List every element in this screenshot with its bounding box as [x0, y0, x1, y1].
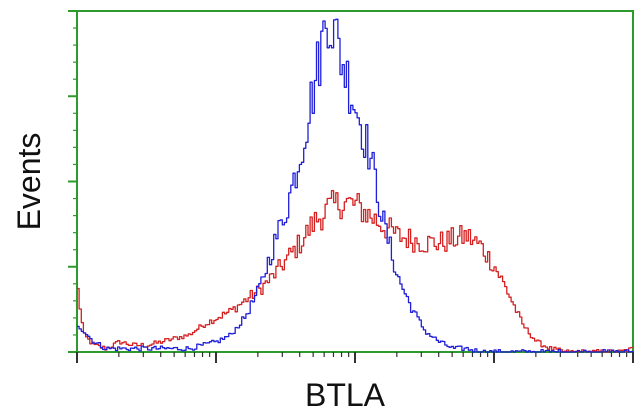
x-axis-ticks	[76, 352, 634, 363]
x-axis-title: BTLA	[305, 377, 386, 413]
series-line-red	[77, 190, 634, 353]
y-axis-ticks	[68, 10, 77, 353]
y-axis-title: Events	[11, 133, 47, 231]
series-line-blue	[77, 18, 634, 353]
plot-frame	[76, 10, 634, 353]
series-layer	[77, 18, 634, 353]
